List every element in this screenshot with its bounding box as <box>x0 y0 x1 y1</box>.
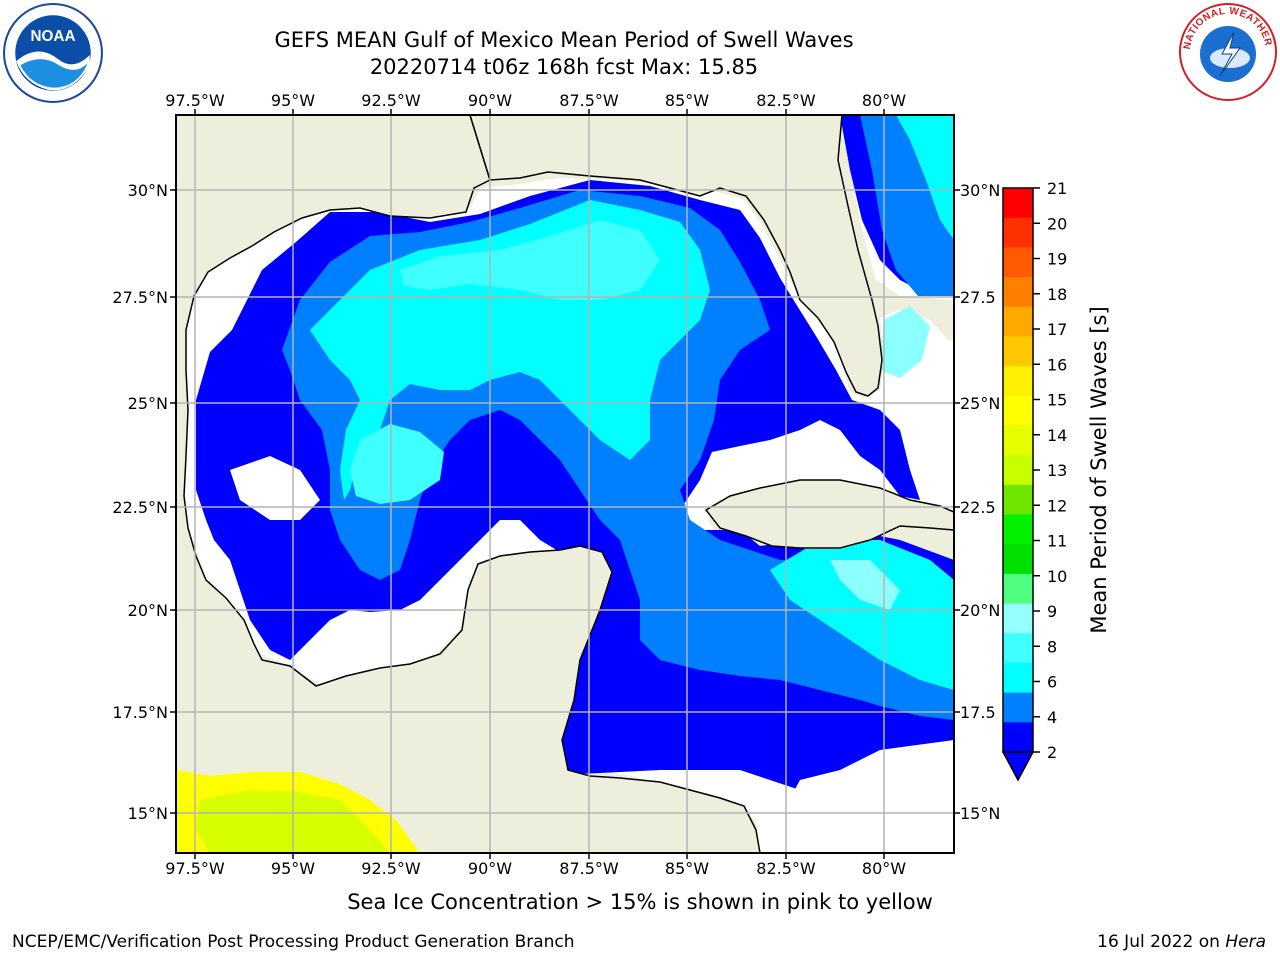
keys-band-8-9s <box>880 306 930 378</box>
lat-label-right: 17.5 <box>960 703 996 722</box>
chart-title: GEFS MEAN Gulf of Mexico Mean Period of … <box>274 28 854 52</box>
colorbar-segment <box>1003 484 1033 516</box>
caribbean-band-6-8s <box>770 540 954 690</box>
lon-label-bottom: 85°W <box>665 859 709 878</box>
lon-label-bottom: 82.5°W <box>756 859 816 878</box>
swell-band-8-9s <box>350 424 444 504</box>
lat-label-right: 27.5 <box>960 288 996 307</box>
noaa-logo: NOAA <box>3 3 103 103</box>
colorbar-segment <box>1003 544 1033 575</box>
lon-label-top: 87.5°W <box>559 91 619 110</box>
colorbar-tick-label: 15 <box>1047 391 1067 410</box>
colorbar-tick-label: 21 <box>1047 179 1067 198</box>
footer-producer: NCEP/EMC/Verification Post Processing Pr… <box>12 932 575 952</box>
lat-label-left: 17.5°N <box>112 703 168 722</box>
lon-label-top: 85°W <box>665 91 709 110</box>
swell-band-8-9s-north <box>400 220 660 300</box>
lat-label-right: 30°N <box>960 181 1000 200</box>
lat-label-left: 27.5°N <box>112 288 168 307</box>
colorbar-tick-label: 14 <box>1047 426 1067 445</box>
colorbar-tick-label: 13 <box>1047 461 1067 480</box>
axis-ticks <box>170 109 960 859</box>
lon-label-bottom: 92.5°W <box>361 859 421 878</box>
lon-label-bottom: 80°W <box>862 859 906 878</box>
colorbar-segment <box>1003 662 1033 694</box>
lat-label-right: 25°N <box>960 394 1000 413</box>
colorbar-segment <box>1003 692 1033 723</box>
colorbar-tick-label: 18 <box>1047 285 1067 304</box>
lon-label-bottom: 87.5°W <box>559 859 619 878</box>
lon-label-top: 92.5°W <box>361 91 421 110</box>
colorbar-segment <box>1003 514 1033 545</box>
colorbar-tick-label: 16 <box>1047 355 1067 374</box>
land-us-florida <box>469 115 883 397</box>
caribbean-nodata-patch <box>760 740 954 853</box>
lat-label-left: 30°N <box>128 181 168 200</box>
colorbar-ticks: 21 20 19 18 17 16 15 14 13 12 11 10 9 8 6 4 2 <box>1033 179 1067 762</box>
colorbar-tick-label: 20 <box>1047 214 1067 233</box>
lat-label-left: 15°N <box>128 804 168 823</box>
colorbar-segment <box>1003 336 1033 367</box>
lon-label-top: 97.5°W <box>165 91 225 110</box>
lon-label-top: 90°W <box>468 91 512 110</box>
colorbar-tick-label: 19 <box>1047 250 1067 269</box>
colorbar-segments <box>1003 188 1033 753</box>
lat-label-right: 20°N <box>960 601 1000 620</box>
colorbar-segment <box>1003 455 1033 486</box>
nws-logo: NATIONAL WEATHER SERVICE <box>1178 2 1277 101</box>
footer-host: Hera <box>1225 932 1266 952</box>
lon-label-bottom: 97.5°W <box>165 859 225 878</box>
colorbar-segment <box>1003 573 1033 605</box>
colorbar-segment <box>1003 217 1033 248</box>
map-area <box>176 115 954 853</box>
sea-ice-note: Sea Ice Concentration > 15% is shown in … <box>347 890 933 914</box>
land-cuba <box>704 479 954 549</box>
colorbar-segment <box>1003 395 1033 427</box>
map-frame <box>175 114 955 854</box>
footer-date-text: 16 Jul 2022 on <box>1097 932 1226 952</box>
noaa-logo-text: NOAA <box>31 28 76 45</box>
colorbar-label: Mean Period of Swell Waves [s] <box>1087 306 1111 633</box>
atlantic-band-6-8s <box>896 115 954 240</box>
colorbar-segment <box>1003 633 1033 664</box>
colorbar-tick-label: 9 <box>1047 602 1057 621</box>
colorbar-segment <box>1003 722 1033 753</box>
footer-date: 16 Jul 2022 on Hera <box>1097 932 1266 952</box>
colorbar-segment <box>1003 366 1033 397</box>
colorbar-tick-label: 12 <box>1047 496 1067 515</box>
colorbar-segment <box>1003 425 1033 456</box>
colorbar: 21 20 19 18 17 16 15 14 13 12 11 10 9 8 6 4 2 Mean Perio… <box>1001 179 1111 782</box>
lat-label-left: 25°N <box>128 394 168 413</box>
lat-label-left: 22.5°N <box>112 498 168 517</box>
lon-label-bottom: 95°W <box>271 859 315 878</box>
colorbar-tick-label: 11 <box>1047 532 1067 551</box>
gulf-nodata-patch-west <box>230 456 320 520</box>
colorbar-tick-label: 8 <box>1047 637 1057 656</box>
lat-label-right: 22.5 <box>960 498 996 517</box>
caribbean-band-8-9s <box>830 560 900 610</box>
colorbar-segment <box>1003 306 1033 338</box>
colorbar-segment <box>1003 277 1033 308</box>
graticule <box>176 115 954 853</box>
colorbar-tick-label: 6 <box>1047 673 1057 692</box>
colorbar-extend-arrow <box>1001 751 1035 782</box>
colorbar-tick-label: 2 <box>1047 743 1057 762</box>
colorbar-tick-label: 4 <box>1047 708 1057 727</box>
colorbar-tick-label: 17 <box>1047 320 1067 339</box>
lon-label-top: 95°W <box>271 91 315 110</box>
colorbar-tick-label: 10 <box>1047 567 1067 586</box>
chart-subtitle: 20220714 t06z 168h fcst Max: 15.85 <box>369 55 759 79</box>
colorbar-segment <box>1003 188 1033 219</box>
colorbar-segment <box>1003 247 1033 278</box>
lat-label-right: 15°N <box>960 804 1000 823</box>
lon-label-top: 82.5°W <box>756 91 816 110</box>
colorbar-segment <box>1003 603 1033 634</box>
lat-label-left: 20°N <box>128 601 168 620</box>
lon-label-top: 80°W <box>862 91 906 110</box>
lon-label-bottom: 90°W <box>468 859 512 878</box>
